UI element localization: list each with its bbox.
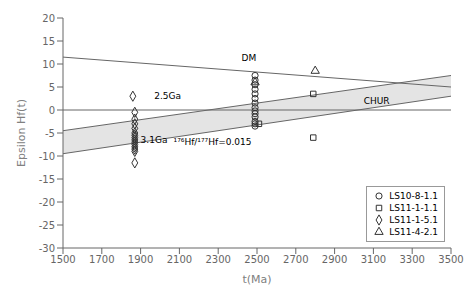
svg-text:10: 10: [42, 59, 55, 70]
svg-text:2500: 2500: [244, 254, 269, 265]
svg-text:CHUR: CHUR: [364, 96, 390, 106]
svg-text:15: 15: [42, 36, 55, 47]
svg-text:2.5Ga: 2.5Ga: [154, 91, 181, 101]
svg-text:2100: 2100: [167, 254, 192, 265]
svg-text:2900: 2900: [322, 254, 347, 265]
svg-text:3300: 3300: [399, 254, 424, 265]
svg-text:2700: 2700: [283, 254, 308, 265]
html-text:LS10-8-1.1: LS10-8-1.1: [389, 191, 438, 201]
svg-text:0: 0: [49, 105, 55, 116]
svg-text:3100: 3100: [361, 254, 386, 265]
svg-text:-30: -30: [39, 243, 55, 254]
svg-text:-25: -25: [39, 220, 55, 231]
svg-text:2300: 2300: [205, 254, 230, 265]
svg-text:20: 20: [42, 13, 55, 24]
svg-text:-5: -5: [45, 128, 55, 139]
svg-text:-15: -15: [39, 174, 55, 185]
svg-text:1700: 1700: [89, 254, 114, 265]
html-text:LS11-1-1.1: LS11-1-1.1: [389, 203, 438, 213]
svg-text:3500: 3500: [438, 254, 463, 265]
svg-text:5: 5: [49, 82, 55, 93]
html-text:LS11-1-5.1: LS11-1-5.1: [389, 215, 438, 225]
svg-text:¹⁷⁶Hf/¹⁷⁷Hf=0.015: ¹⁷⁶Hf/¹⁷⁷Hf=0.015: [174, 137, 252, 147]
svg-text:t(Ma): t(Ma): [242, 273, 271, 286]
svg-text:-20: -20: [39, 197, 55, 208]
svg-text:3.1Ga: 3.1Ga: [141, 135, 168, 145]
svg-text:DM: DM: [241, 53, 256, 63]
svg-text:-10: -10: [39, 151, 55, 162]
svg-text:1500: 1500: [50, 254, 75, 265]
svg-text:Epsilon Hf(t): Epsilon Hf(t): [15, 99, 28, 167]
svg-text:1900: 1900: [128, 254, 153, 265]
html-text:LS11-4-2.1: LS11-4-2.1: [389, 227, 438, 237]
